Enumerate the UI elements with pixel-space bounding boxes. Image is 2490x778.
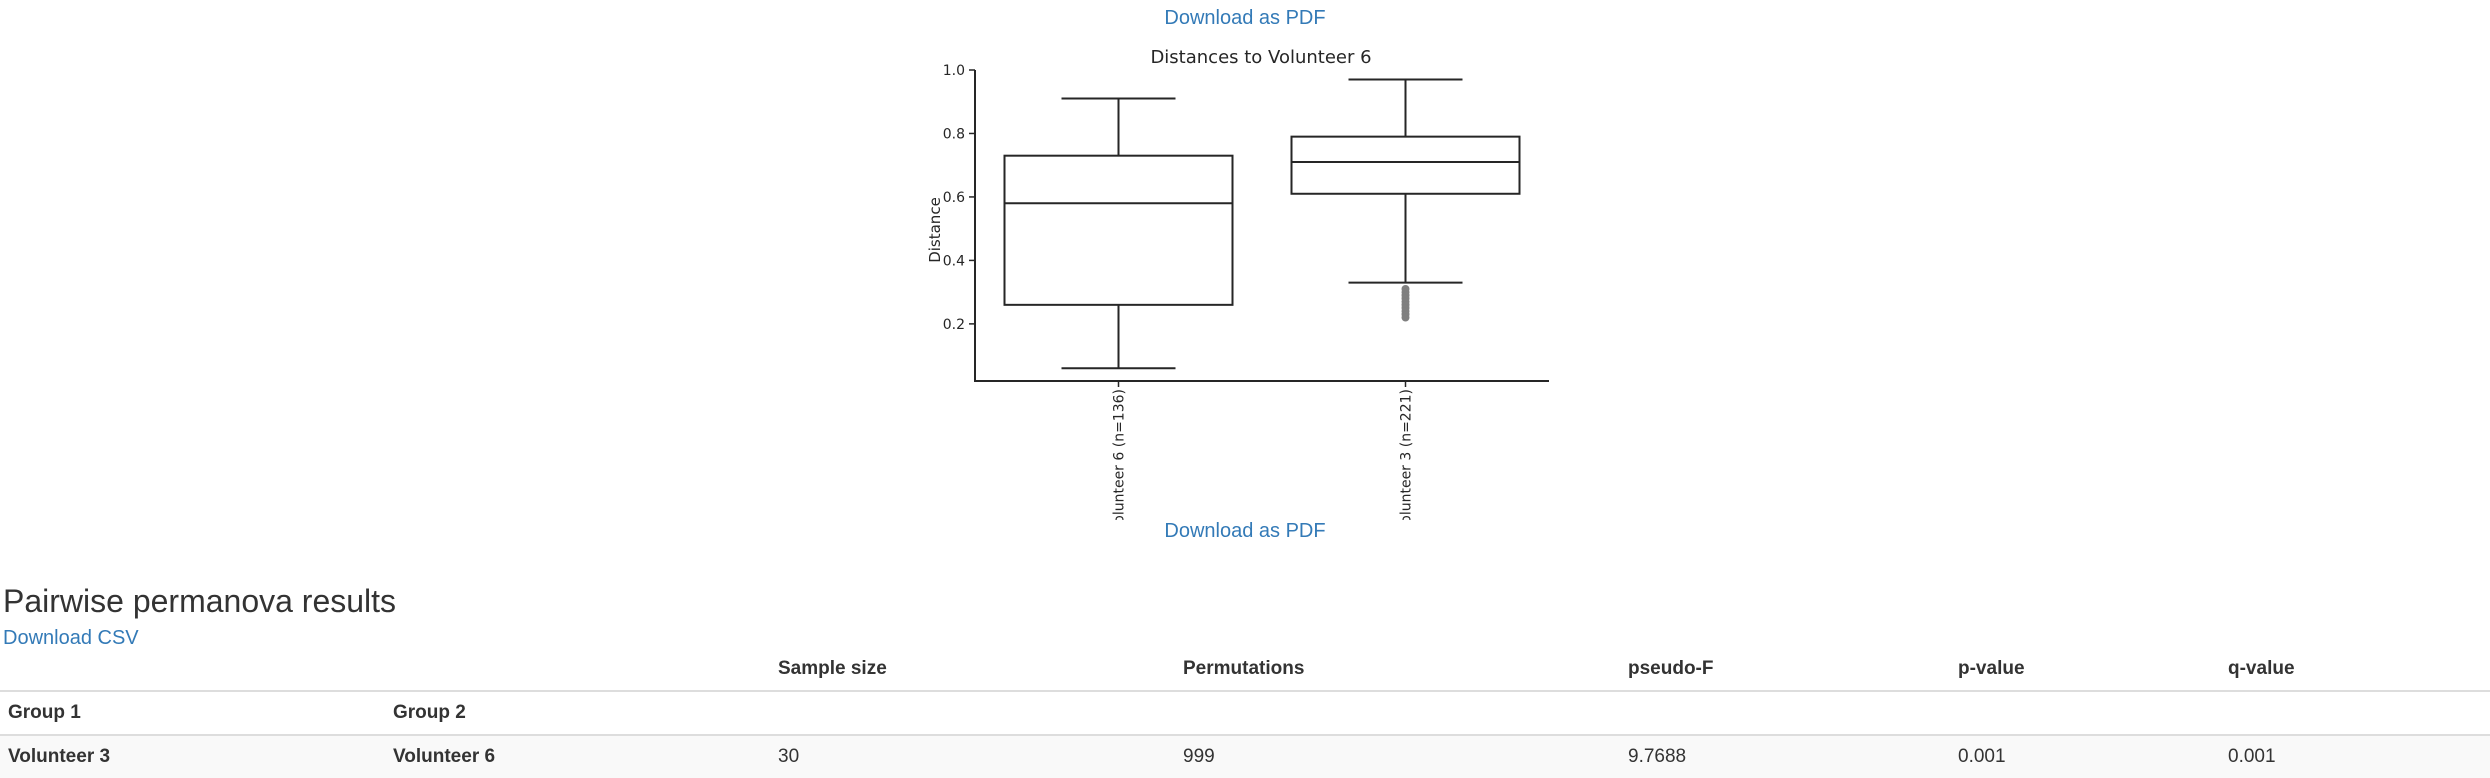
index-header-row: Group 1 Group 2: [0, 691, 2490, 736]
y-tick-label: 0.8: [943, 126, 965, 142]
permanova-table: Sample size Permutations pseudo-F p-valu…: [0, 648, 2490, 778]
col-pseudo-f: pseudo-F: [1620, 648, 1950, 692]
col-p-value: p-value: [1950, 648, 2220, 692]
chart-title: Distances to Volunteer 6: [1150, 47, 1371, 68]
cell-group2: Volunteer 6: [393, 746, 496, 767]
cell-pseudo-f: 9.7688: [1628, 746, 1687, 767]
y-tick-label: 0.2: [943, 317, 965, 333]
x-axis-ticks: olunteer 6 (n=136) olunteer 3 (n=221): [1112, 381, 1415, 520]
cell-group1: Volunteer 3: [8, 746, 111, 767]
cell-p-value: 0.001: [1958, 746, 2006, 767]
cell-sample-size: 30: [778, 746, 800, 767]
col-group2: Group 2: [385, 691, 770, 736]
y-tick-label: 0.6: [943, 190, 965, 206]
col-q-value: q-value: [2220, 648, 2490, 692]
box-iqr: [1290, 135, 1521, 195]
col-permutations: Permutations: [1175, 648, 1620, 692]
column-header-row: Sample size Permutations pseudo-F p-valu…: [0, 648, 2490, 692]
y-tick-label: 0.4: [943, 253, 965, 269]
y-axis-ticks: 1.0 0.8 0.6 0.4 0.2: [943, 63, 975, 333]
download-csv-link[interactable]: Download CSV: [3, 627, 139, 649]
cell-q-value: 0.001: [2228, 746, 2276, 767]
outlier-point: [1401, 313, 1410, 322]
y-tick-label: 1.0: [943, 63, 965, 79]
cell-permutations: 999: [1183, 746, 1215, 767]
col-sample-size: Sample size: [770, 648, 1175, 692]
x-tick-label: olunteer 3 (n=221): [1399, 389, 1415, 520]
y-axis-label: Distance: [926, 197, 944, 263]
download-pdf-link[interactable]: Download as PDF: [1164, 7, 1326, 29]
results-heading: Pairwise permanova results: [3, 583, 397, 619]
col-group1: Group 1: [0, 691, 385, 736]
box-group: [1003, 78, 1521, 370]
x-tick-label: olunteer 6 (n=136): [1112, 389, 1128, 520]
boxplot-chart: Distances to Volunteer 6 Distance 1.0 0.8…: [926, 47, 1549, 520]
table-row: Volunteer 3 Volunteer 6 30 999 9.7688 0.…: [0, 735, 2490, 778]
download-pdf-link-bottom[interactable]: Download as PDF: [1164, 520, 1326, 542]
box-iqr: [1003, 154, 1234, 306]
